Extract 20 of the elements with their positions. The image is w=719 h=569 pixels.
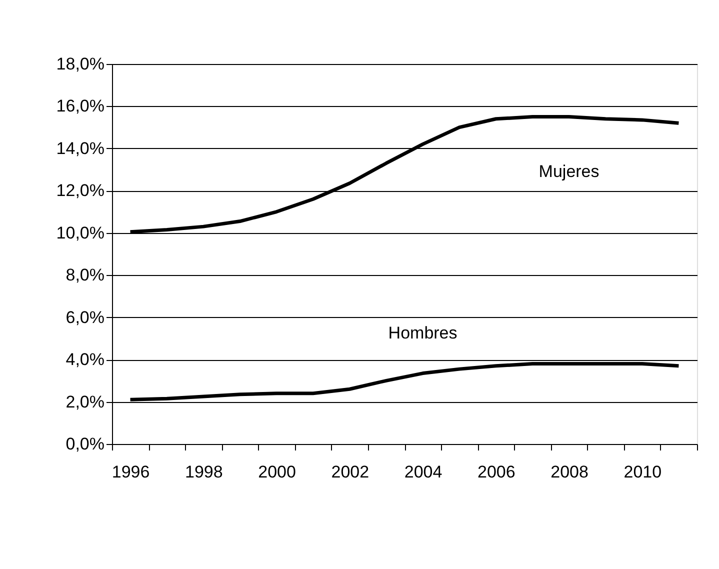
x-tick-label: 2004 bbox=[404, 462, 442, 482]
x-tick-label: 2000 bbox=[258, 462, 296, 482]
y-tick-label: 6,0% bbox=[66, 308, 104, 327]
y-tick-label: 10,0% bbox=[56, 223, 104, 242]
x-tick-label: 2002 bbox=[331, 462, 370, 482]
y-tick-label: 8,0% bbox=[66, 266, 104, 285]
y-tick-label: 4,0% bbox=[66, 350, 104, 370]
y-tick-label: 18,0% bbox=[56, 54, 104, 74]
y-tick-label: 16,0% bbox=[56, 96, 104, 116]
y-tick-label: 2,0% bbox=[66, 392, 104, 412]
x-tick-label: 2008 bbox=[550, 462, 588, 482]
text: Mujeres bbox=[538, 162, 600, 181]
y-tick-label: 12,0% bbox=[56, 181, 104, 200]
series-label: Hombres bbox=[388, 323, 458, 342]
y-tick-label: 14,0% bbox=[56, 138, 104, 158]
y-tick-label: 0,0% bbox=[66, 434, 104, 454]
x-tick-label: 2006 bbox=[477, 462, 516, 482]
x-tick-label: 1996 bbox=[112, 462, 150, 482]
x-tick-label: 1998 bbox=[184, 462, 223, 482]
x-tick-label: 2010 bbox=[624, 462, 662, 482]
